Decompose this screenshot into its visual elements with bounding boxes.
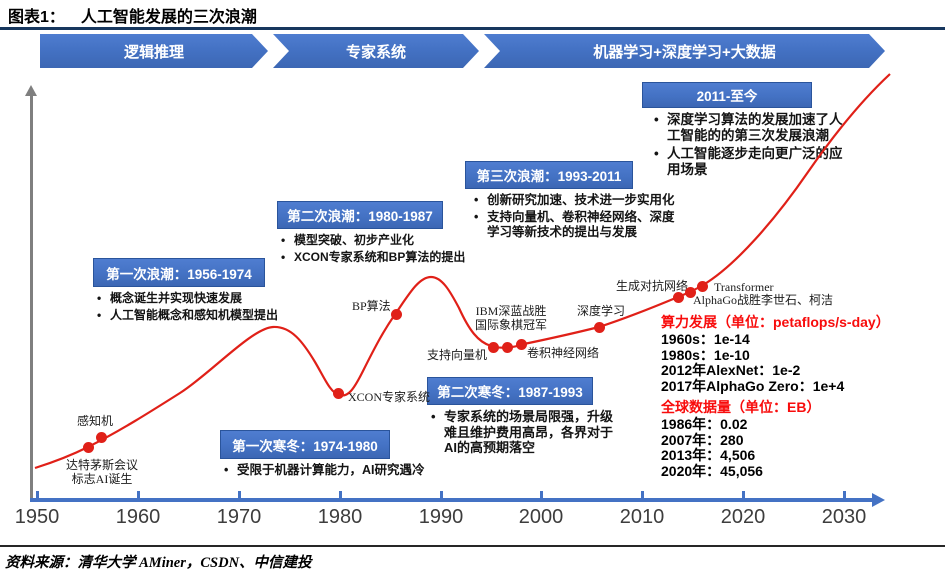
compute-stats-title: 算力发展（单位：petaflops/s-day） — [661, 314, 890, 330]
milestone-label: 深度学习 — [577, 304, 626, 318]
milestone-label: Transformer — [714, 280, 774, 294]
milestone-dot — [501, 341, 513, 353]
winter2-bullets: 专家系统的场景局限强，升级难且维护费用高昂，各界对于AI的高预期落空 — [427, 409, 617, 456]
x-tick-mark — [741, 491, 745, 499]
milestone-label: XCON专家系统 — [348, 390, 431, 404]
data-volume-stats-title: 全球数据量（单位：EB） — [661, 399, 821, 415]
x-tick-label: 1950 — [14, 506, 60, 528]
winter2-box: 第二次寒冬：1987-1993 专家系统的场景局限强，升级难且维护费用高昂，各界… — [427, 377, 617, 456]
x-tick-mark — [237, 491, 241, 499]
stats-line: 2013年：4,506 — [661, 447, 756, 464]
milestone-dot — [82, 441, 94, 453]
stats-line: 1960s：1e-14 — [661, 331, 750, 347]
wave3-header: 第三次浪潮：1993-2011 — [465, 161, 633, 189]
wave4-box: 2011-至今 深度学习算法的发展加速了人工智能的的第三次发展浪潮 人工智能逐步… — [642, 82, 847, 178]
milestone-label: 感知机 — [77, 414, 114, 428]
winter1-header: 第一次寒冬：1974-1980 — [220, 430, 390, 459]
milestone-dot — [487, 341, 499, 353]
x-tick-label: 2010 — [619, 506, 665, 528]
milestone-dot — [390, 308, 402, 320]
banner-segment-logic-reasoning: 逻辑推理 — [40, 34, 268, 68]
x-tick-mark — [439, 491, 443, 499]
milestone-label: 支持向量机 — [427, 348, 488, 362]
milestone-label: AlphaGo战胜李世石、柯洁 — [693, 293, 833, 307]
wave1-bullets: 概念诞生并实现快速发展 人工智能概念和感知机模型提出 — [93, 291, 298, 323]
bullet-item: 模型突破、初步产业化 — [277, 233, 467, 248]
stats-line: 2007年：280 — [661, 431, 744, 448]
stats-line: 2020年：45,056 — [661, 462, 763, 479]
wave2-bullets: 模型突破、初步产业化 XCON专家系统和BP算法的提出 — [277, 233, 467, 265]
wave3-bullets: 创新研究加速、技术进一步实用化 支持向量机、卷积神经网络、深度学习等新技术的提出… — [470, 193, 679, 240]
footer-divider — [0, 545, 945, 547]
wave2-box: 第二次浪潮：1980-1987 模型突破、初步产业化 XCON专家系统和BP算法… — [277, 201, 467, 265]
milestone-dot — [696, 280, 708, 292]
x-axis-arrow-icon — [872, 493, 885, 507]
x-tick-label: 2000 — [518, 506, 564, 528]
bullet-item: XCON专家系统和BP算法的提出 — [277, 250, 467, 265]
x-tick-mark — [35, 491, 39, 499]
milestone-dot — [672, 291, 684, 303]
banner-segment-label: 专家系统 — [345, 43, 406, 61]
milestone-dot — [593, 321, 605, 333]
wave1-box: 第一次浪潮：1956-1974 概念诞生并实现快速发展 人工智能概念和感知机模型… — [93, 258, 298, 323]
x-tick-mark — [136, 491, 140, 499]
x-axis — [30, 498, 874, 502]
y-axis — [30, 96, 33, 500]
figure-number: 图表1： — [8, 9, 65, 26]
data-volume-stats-block: 全球数据量（单位：EB） 1986年：0.02 2007年：280 2013年：… — [661, 399, 820, 479]
compute-stats-block: 算力发展（单位：petaflops/s-day） 1960s：1e-14 198… — [661, 314, 890, 394]
bullet-item: 概念诞生并实现快速发展 — [93, 291, 298, 306]
stats-line: 2017年AlphaGo Zero：1e+4 — [661, 377, 845, 394]
wave4-bullets: 深度学习算法的发展加速了人工智能的的第三次发展浪潮 人工智能逐步走向更广泛的应用… — [650, 112, 847, 178]
wave1-header: 第一次浪潮：1956-1974 — [93, 258, 265, 287]
bullet-item: 支持向量机、卷积神经网络、深度学习等新技术的提出与发展 — [470, 210, 679, 240]
stats-line: 2012年AlexNet：1e-2 — [661, 362, 801, 379]
bullet-item: 人工智能概念和感知机模型提出 — [93, 308, 298, 323]
wave2-header: 第二次浪潮：1980-1987 — [277, 201, 443, 229]
source-note: 资料来源：清华大学 AMiner，CSDN、中信建投 — [5, 555, 312, 571]
x-tick-label: 1970 — [216, 506, 262, 528]
milestone-label: BP算法 — [352, 299, 391, 313]
milestone-label: 生成对抗网络 — [616, 279, 689, 293]
x-tick-mark — [539, 491, 543, 499]
title-divider — [0, 27, 945, 30]
page-title: 人工智能发展的三次浪潮 — [80, 9, 257, 26]
x-tick-mark — [338, 491, 342, 499]
y-axis-arrow-icon — [25, 85, 37, 96]
winter1-box: 第一次寒冬：1974-1980 受限于机器计算能力，AI研究遇冷 — [220, 430, 460, 478]
x-tick-label: 1980 — [317, 506, 363, 528]
bullet-item: 专家系统的场景局限强，升级难且维护费用高昂，各界对于AI的高预期落空 — [427, 409, 617, 456]
banner-segment-expert-systems: 专家系统 — [273, 34, 479, 68]
milestone-dot — [515, 338, 527, 350]
bullet-item: 受限于机器计算能力，AI研究遇冷 — [220, 463, 460, 478]
milestone-dot — [95, 431, 107, 443]
winter1-bullets: 受限于机器计算能力，AI研究遇冷 — [220, 463, 460, 478]
phase-banner: 逻辑推理 专家系统 机器学习+深度学习+大数据 — [40, 34, 885, 68]
x-tick-label: 1960 — [115, 506, 161, 528]
bullet-item: 创新研究加速、技术进一步实用化 — [470, 193, 679, 208]
milestone-label: 达特茅斯会议 标志AI诞生 — [65, 458, 138, 486]
milestone-label: IBM深蓝战胜 国际象棋冠军 — [474, 304, 547, 332]
x-tick-mark — [640, 491, 644, 499]
milestone-dot — [332, 387, 344, 399]
stats-line: 1986年：0.02 — [661, 416, 748, 432]
milestone-label: 卷积神经网络 — [527, 346, 600, 360]
winter2-header: 第二次寒冬：1987-1993 — [427, 377, 593, 405]
x-tick-mark — [842, 491, 846, 499]
x-tick-label: 2020 — [720, 506, 766, 528]
banner-segment-machine-learning: 机器学习+深度学习+大数据 — [484, 34, 885, 68]
figure-title: 图表1： 人工智能发展的三次浪潮 — [8, 3, 257, 27]
bullet-item: 深度学习算法的发展加速了人工智能的的第三次发展浪潮 — [650, 112, 847, 144]
stats-line: 1980s：1e-10 — [661, 346, 750, 363]
wave4-header: 2011-至今 — [642, 82, 812, 108]
x-tick-label: 1990 — [418, 506, 464, 528]
bullet-item: 人工智能逐步走向更广泛的应用场景 — [650, 146, 847, 178]
milestone-dot — [684, 286, 696, 298]
banner-segment-label: 逻辑推理 — [123, 43, 184, 61]
banner-segment-label: 机器学习+深度学习+大数据 — [593, 43, 776, 61]
x-tick-label: 2030 — [821, 506, 867, 528]
